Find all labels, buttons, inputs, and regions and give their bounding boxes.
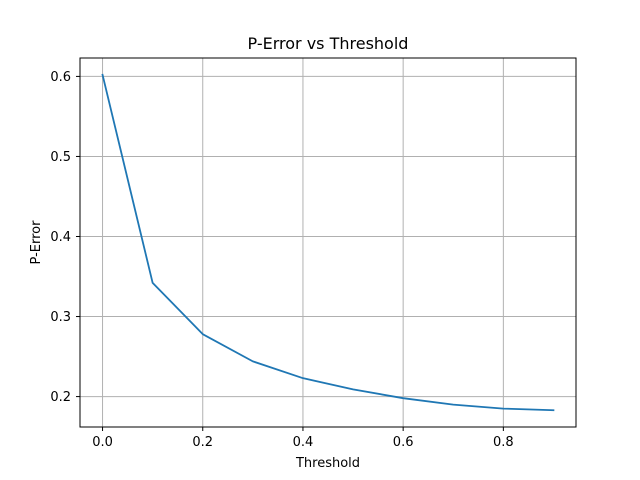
series-line: [101, 73, 555, 412]
y-tick-label: 0.2: [50, 390, 71, 405]
x-tick-label: 0.4: [293, 435, 314, 450]
x-axis-label: Threshold: [295, 456, 360, 471]
x-tick-label: 0.6: [393, 435, 414, 450]
x-tick-label: 0.2: [192, 435, 213, 450]
series-layer: [101, 73, 555, 412]
x-tick-label: 0.0: [92, 435, 113, 450]
x-tick-label: 0.8: [493, 435, 514, 450]
y-tick-label: 0.3: [50, 310, 71, 325]
y-axis: 0.2 0.3 0.4 0.5 0.6: [50, 70, 80, 405]
grid: [80, 58, 576, 427]
x-axis: 0.0 0.2 0.4 0.6 0.8: [92, 427, 514, 450]
y-axis-label: P-Error: [29, 220, 44, 265]
chart-title: P-Error vs Threshold: [248, 34, 409, 53]
plot-frame: [79, 57, 577, 428]
y-tick-label: 0.5: [50, 150, 71, 165]
y-tick-label: 0.4: [50, 230, 71, 245]
y-tick-label: 0.6: [50, 70, 71, 85]
